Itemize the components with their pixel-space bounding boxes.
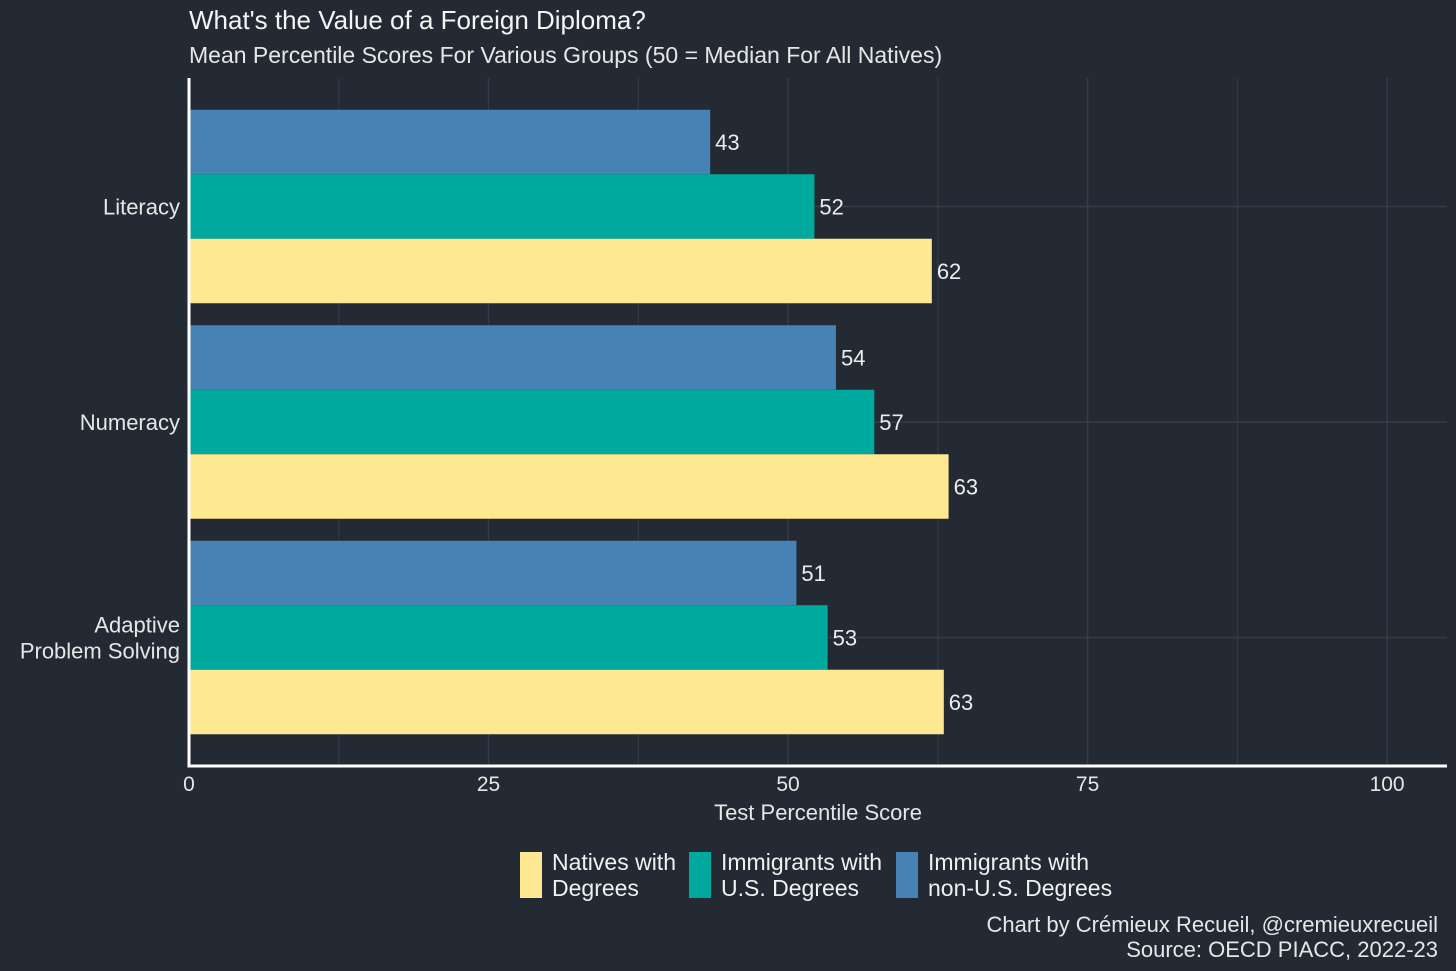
x-axis-title: Test Percentile Score [714, 800, 922, 825]
bar [189, 454, 949, 519]
legend-label: Immigrants with [928, 849, 1089, 875]
bar [189, 389, 875, 455]
chart-subtitle: Mean Percentile Scores For Various Group… [189, 42, 942, 68]
data-label: 62 [937, 259, 961, 284]
data-label: 51 [801, 561, 825, 586]
data-label: 53 [833, 626, 857, 651]
x-tick-label: 100 [1370, 773, 1405, 796]
legend-label: Immigrants with [721, 849, 882, 875]
bar [189, 174, 815, 239]
bars [189, 109, 949, 735]
category-label: Numeracy [80, 410, 180, 435]
caption-credit: Chart by Crémieux Recueil, @cremieuxrecu… [987, 912, 1438, 937]
legend-swatch [896, 852, 918, 898]
x-tick-label: 0 [183, 773, 195, 796]
x-tick-labels: 0 25 50 75 100 [183, 773, 1404, 796]
data-label: 63 [949, 690, 973, 715]
category-label: Problem Solving [20, 639, 180, 664]
x-tick-label: 25 [477, 773, 500, 796]
bar [189, 109, 711, 175]
caption-source: Source: OECD PIACC, 2022-23 [1126, 937, 1438, 962]
category-label: Literacy [103, 195, 180, 220]
data-labels: 43 52 62 54 57 63 51 53 63 [715, 130, 978, 715]
bar [189, 540, 797, 606]
data-label: 43 [715, 130, 739, 155]
data-label: 54 [841, 346, 865, 371]
category-label: Adaptive [94, 613, 180, 638]
bar [189, 605, 828, 670]
legend-swatch [520, 852, 542, 898]
chart-title: What's the Value of a Foreign Diploma? [189, 5, 646, 35]
bar [189, 669, 944, 735]
data-label: 52 [819, 195, 843, 220]
legend-label: non-U.S. Degrees [928, 875, 1112, 901]
bar [189, 238, 932, 304]
legend-label: U.S. Degrees [721, 875, 859, 901]
axes [187, 78, 1447, 768]
legend-label: Natives with [552, 849, 676, 875]
x-tick-label: 75 [1076, 773, 1099, 796]
bar [189, 325, 836, 390]
legend-label: Degrees [552, 875, 639, 901]
x-tick-label: 50 [776, 773, 799, 796]
data-label: 63 [954, 475, 978, 500]
data-label: 57 [879, 410, 903, 435]
legend-swatch [689, 852, 711, 898]
